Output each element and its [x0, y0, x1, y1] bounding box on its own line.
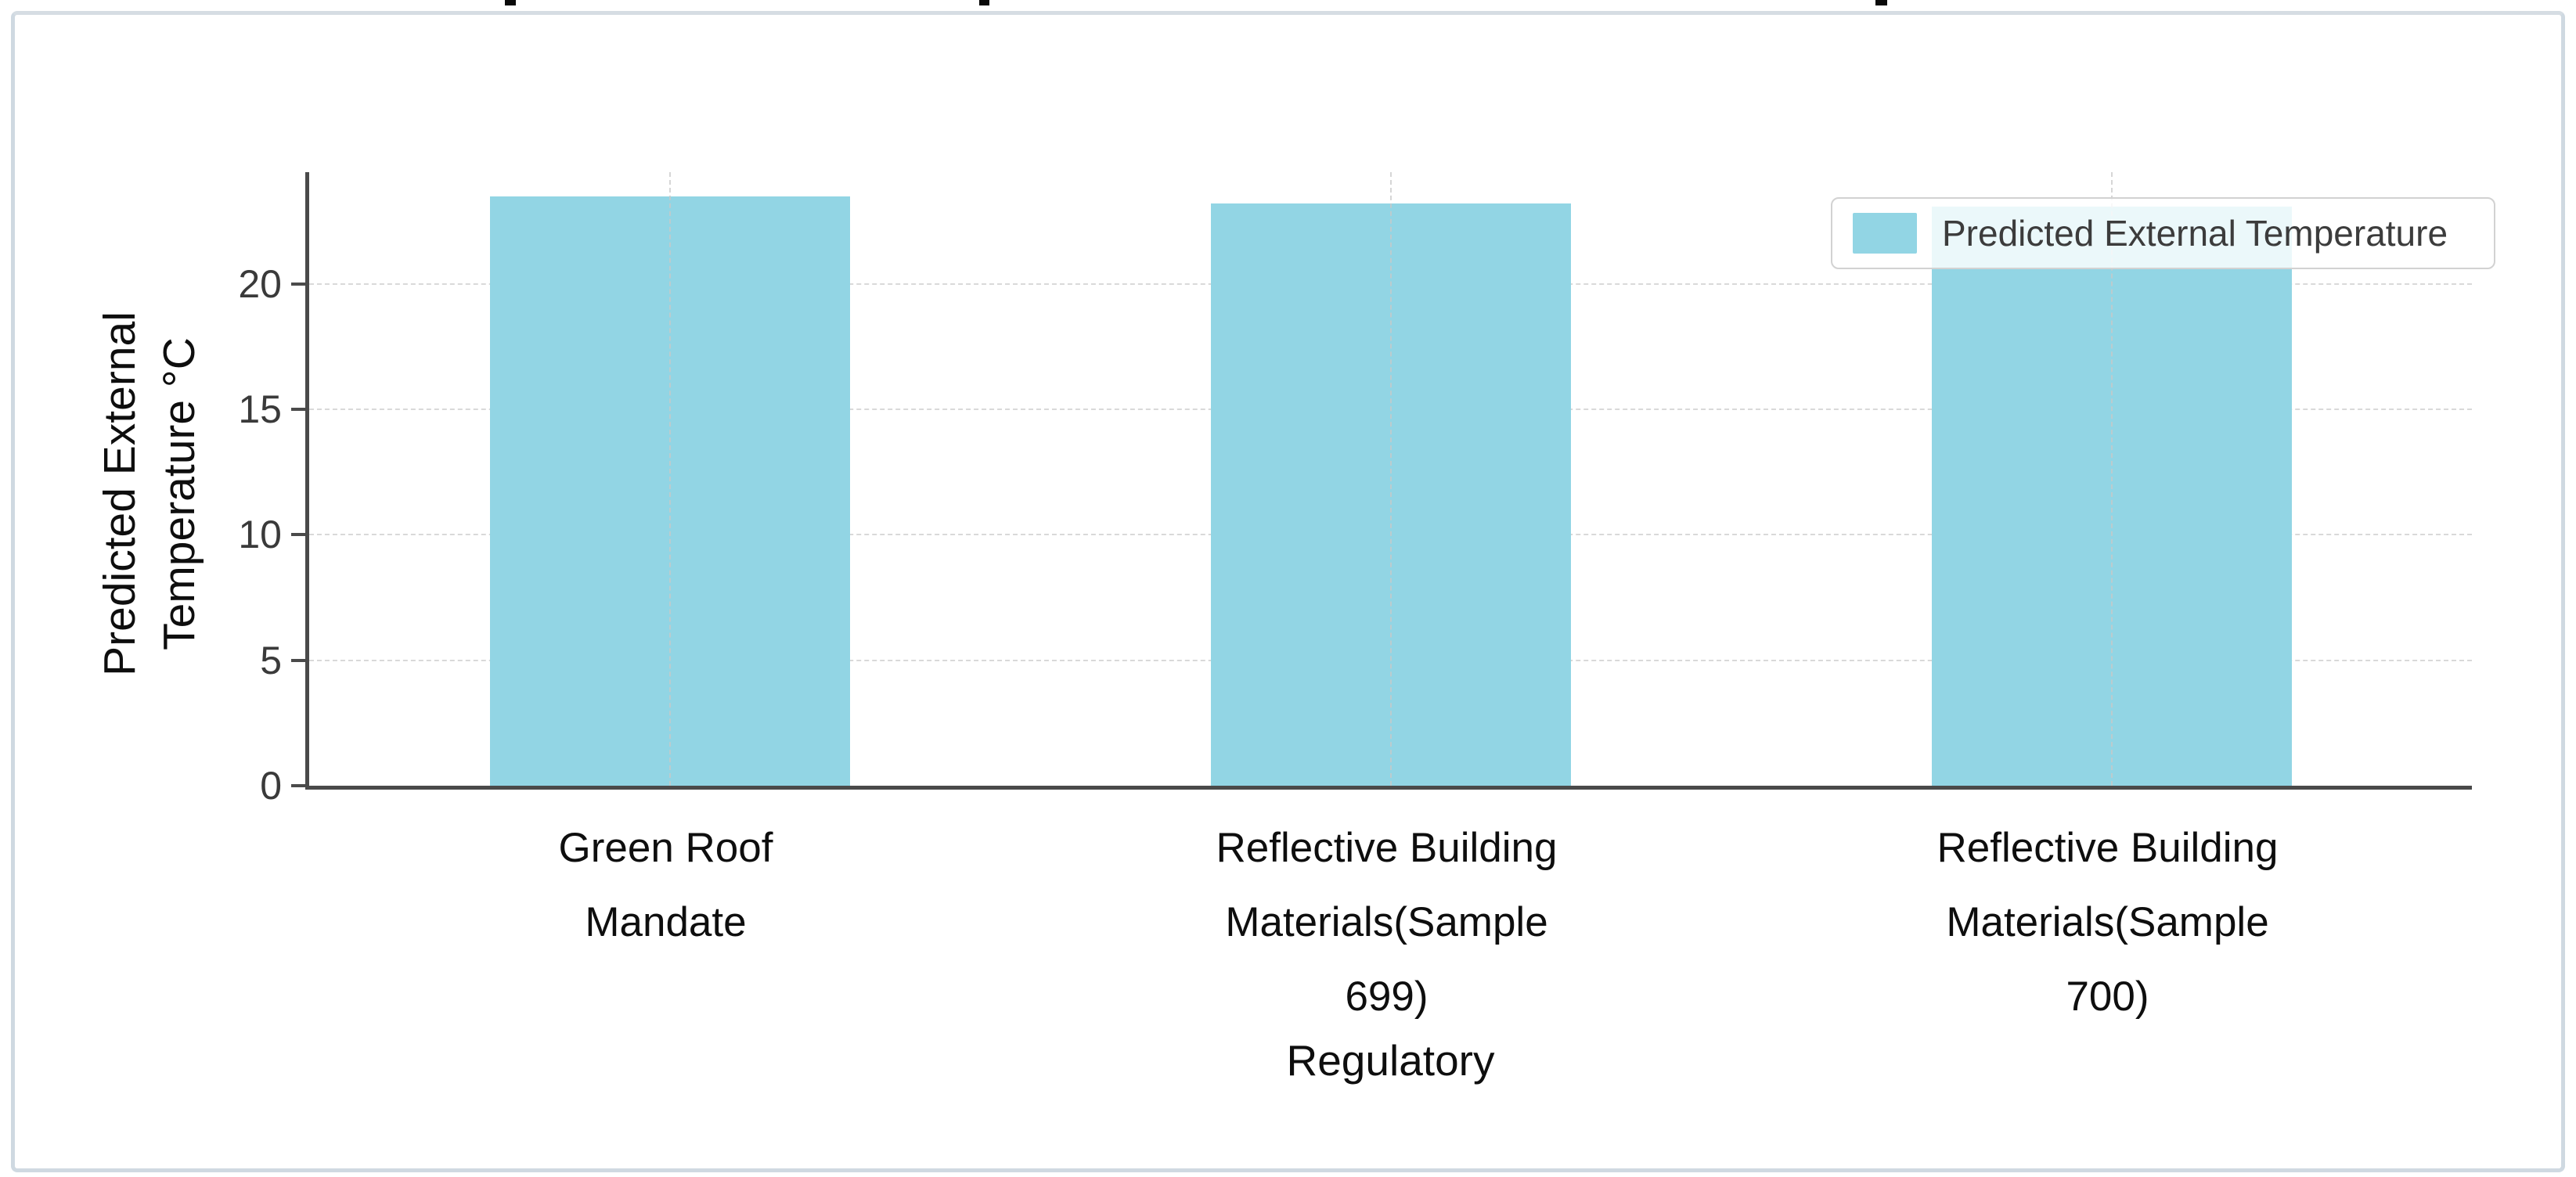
y-tick-label: 0 [260, 764, 282, 808]
y-tick-mark [291, 533, 305, 537]
plot-area [291, 172, 2472, 790]
x-axis-title: Regulatory [1286, 1036, 1495, 1085]
y-tick-label: 10 [238, 513, 282, 557]
cropped-text-artifact [979, 0, 989, 5]
y-tick-label: 15 [238, 387, 282, 432]
x-category-label: Reflective Building Materials(Sample 699… [1216, 825, 1558, 1020]
legend-swatch-icon [1853, 213, 1917, 254]
y-axis-label: Predicted External Temperature °C [95, 311, 204, 676]
vertical-gridline [668, 172, 671, 786]
legend-label: Predicted External Temperature [1942, 213, 2448, 254]
y-tick-mark [291, 282, 305, 286]
x-category-label: Green Roof Mandate [558, 825, 773, 945]
legend: Predicted External Temperature [1831, 197, 2495, 269]
cropped-text-artifact [505, 0, 516, 5]
y-tick-mark [291, 784, 305, 787]
cropped-text-artifact [1875, 0, 1887, 5]
vertical-gridline [1389, 172, 1392, 786]
y-tick-label: 20 [238, 261, 282, 306]
x-category-label: Reflective Building Materials(Sample 700… [1937, 825, 2279, 1020]
y-tick-mark [291, 408, 305, 412]
y-tick-mark [291, 658, 305, 662]
y-tick-label: 5 [260, 638, 282, 682]
vertical-gridline [2110, 172, 2113, 786]
